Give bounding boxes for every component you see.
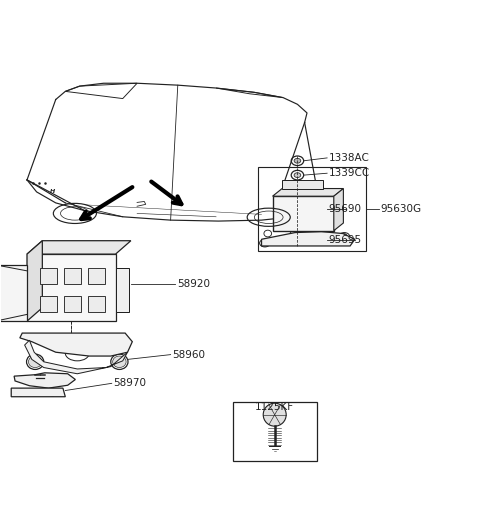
Polygon shape — [273, 189, 343, 196]
Ellipse shape — [294, 173, 301, 177]
Text: 1339CC: 1339CC — [328, 168, 370, 178]
Polygon shape — [14, 373, 75, 388]
Polygon shape — [40, 296, 57, 312]
Bar — [258, 167, 366, 251]
Circle shape — [263, 403, 286, 426]
Polygon shape — [273, 196, 334, 231]
Polygon shape — [88, 267, 105, 284]
Polygon shape — [24, 340, 128, 374]
Ellipse shape — [113, 356, 126, 367]
Bar — [233, 402, 317, 461]
Polygon shape — [0, 265, 27, 321]
Circle shape — [341, 233, 347, 239]
Text: 95630G: 95630G — [380, 204, 421, 214]
Polygon shape — [262, 231, 355, 246]
Circle shape — [262, 240, 268, 246]
Polygon shape — [116, 268, 129, 311]
Polygon shape — [282, 180, 323, 189]
Polygon shape — [64, 296, 81, 312]
Polygon shape — [11, 388, 65, 397]
Polygon shape — [27, 241, 131, 254]
Polygon shape — [27, 254, 116, 321]
Text: 1125KF: 1125KF — [255, 402, 294, 412]
Text: 58920: 58920 — [177, 279, 210, 289]
Ellipse shape — [294, 159, 301, 163]
Text: 1338AC: 1338AC — [328, 153, 370, 163]
Text: 58960: 58960 — [172, 350, 205, 360]
Polygon shape — [334, 189, 343, 231]
Polygon shape — [88, 296, 105, 312]
Polygon shape — [27, 241, 42, 321]
Ellipse shape — [28, 356, 42, 367]
Text: H: H — [50, 189, 55, 194]
Polygon shape — [20, 333, 132, 356]
Text: 95695: 95695 — [328, 235, 361, 245]
Text: 95690: 95690 — [328, 204, 361, 213]
Polygon shape — [40, 267, 57, 284]
Polygon shape — [64, 267, 81, 284]
Text: 58970: 58970 — [113, 378, 146, 388]
